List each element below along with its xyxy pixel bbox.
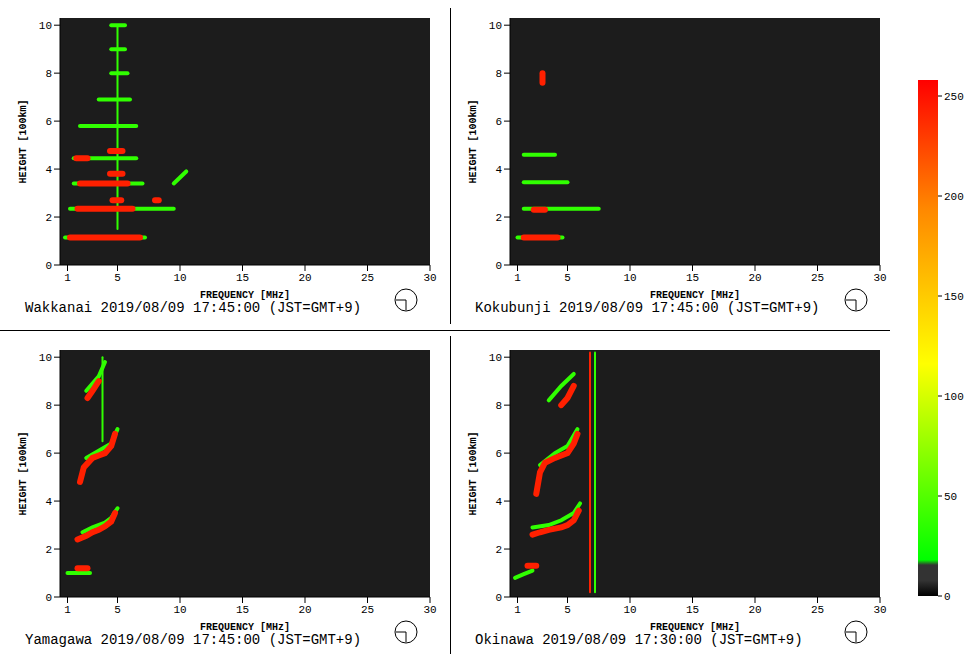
svg-text:HEIGHT [100km]: HEIGHT [100km] [468, 431, 479, 515]
svg-text:4: 4 [45, 164, 52, 176]
svg-text:250: 250 [944, 91, 964, 103]
svg-text:10: 10 [39, 20, 52, 32]
svg-text:10: 10 [173, 272, 186, 284]
svg-text:0: 0 [944, 591, 951, 603]
svg-text:5: 5 [564, 604, 571, 616]
svg-text:1: 1 [64, 272, 71, 284]
svg-text:30: 30 [423, 272, 436, 284]
svg-text:2: 2 [495, 212, 502, 224]
html-text:Wakkanai 2019/08/09 17:45:00 (: Wakkanai 2019/08/09 17:45:00 (JST=GMT+9) [25, 300, 362, 316]
svg-text:10: 10 [489, 20, 502, 32]
svg-text:10: 10 [173, 604, 186, 616]
svg-text:30: 30 [873, 604, 886, 616]
svg-text:15: 15 [236, 272, 249, 284]
svg-text:0: 0 [45, 260, 52, 272]
svg-text:4: 4 [495, 164, 502, 176]
svg-text:100: 100 [944, 391, 964, 403]
svg-text:2: 2 [495, 544, 502, 556]
svg-text:10: 10 [623, 272, 636, 284]
svg-text:6: 6 [45, 116, 52, 128]
svg-text:30: 30 [423, 604, 436, 616]
html-text:Yamagawa 2019/08/09 17:45:00 (: Yamagawa 2019/08/09 17:45:00 (JST=GMT+9) [25, 632, 362, 648]
svg-text:15: 15 [236, 604, 249, 616]
svg-text:FREQUENCY [MHz]: FREQUENCY [MHz] [650, 622, 740, 632]
svg-text:10: 10 [623, 604, 636, 616]
svg-text:20: 20 [298, 604, 311, 616]
svg-text:10: 10 [39, 352, 52, 364]
svg-text:FREQUENCY [MHz]: FREQUENCY [MHz] [200, 290, 290, 300]
svg-text:1: 1 [514, 272, 521, 284]
svg-text:20: 20 [748, 272, 761, 284]
svg-text:150: 150 [944, 291, 964, 303]
svg-text:15: 15 [686, 604, 699, 616]
svg-text:4: 4 [45, 496, 52, 508]
svg-text:20: 20 [298, 272, 311, 284]
svg-text:5: 5 [114, 272, 121, 284]
svg-text:0: 0 [495, 592, 502, 604]
svg-text:15: 15 [686, 272, 699, 284]
svg-text:8: 8 [45, 400, 52, 412]
svg-text:200: 200 [944, 191, 964, 203]
svg-text:FREQUENCY [MHz]: FREQUENCY [MHz] [650, 290, 740, 300]
svg-text:HEIGHT [100km]: HEIGHT [100km] [18, 99, 29, 183]
svg-text:4: 4 [495, 496, 502, 508]
svg-text:6: 6 [45, 448, 52, 460]
svg-text:10: 10 [489, 352, 502, 364]
svg-text:HEIGHT [100km]: HEIGHT [100km] [468, 99, 479, 183]
svg-text:8: 8 [45, 68, 52, 80]
svg-text:2: 2 [45, 544, 52, 556]
svg-text:8: 8 [495, 400, 502, 412]
svg-text:30: 30 [873, 272, 886, 284]
svg-text:20: 20 [748, 604, 761, 616]
svg-text:25: 25 [361, 604, 374, 616]
svg-text:50: 50 [944, 491, 957, 503]
svg-text:0: 0 [495, 260, 502, 272]
svg-text:6: 6 [495, 448, 502, 460]
svg-text:25: 25 [811, 272, 824, 284]
svg-text:8: 8 [495, 68, 502, 80]
svg-text:5: 5 [114, 604, 121, 616]
svg-text:25: 25 [811, 604, 824, 616]
html-text:Kokubunji 2019/08/09 17:45:00: Kokubunji 2019/08/09 17:45:00 (JST=GMT+9… [475, 300, 820, 316]
svg-text:2: 2 [45, 212, 52, 224]
html-text:Okinawa 2019/08/09 17:30:00 (J: Okinawa 2019/08/09 17:30:00 (JST=GMT+9) [475, 632, 803, 648]
svg-text:FREQUENCY [MHz]: FREQUENCY [MHz] [200, 622, 290, 632]
svg-text:6: 6 [495, 116, 502, 128]
svg-text:1: 1 [64, 604, 71, 616]
svg-text:1: 1 [514, 604, 521, 616]
svg-text:HEIGHT [100km]: HEIGHT [100km] [18, 431, 29, 515]
svg-text:0: 0 [45, 592, 52, 604]
svg-text:5: 5 [564, 272, 571, 284]
svg-text:25: 25 [361, 272, 374, 284]
